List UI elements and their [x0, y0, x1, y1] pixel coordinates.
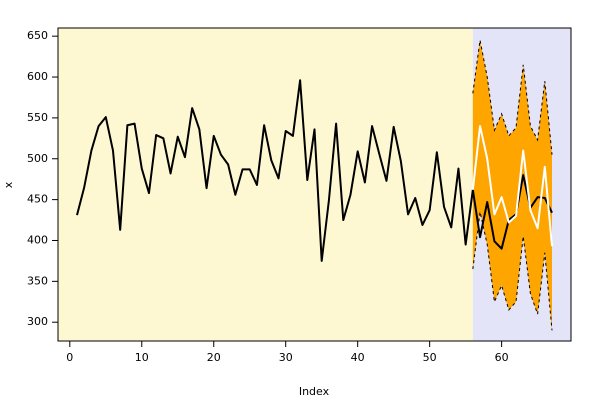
forecast-band — [472, 40, 552, 331]
y-tick-label: 400 — [27, 233, 48, 246]
x-tick-label: 20 — [207, 351, 221, 364]
x-tick-label: 0 — [66, 351, 73, 364]
x-tick-label: 60 — [495, 351, 509, 364]
y-tick-label: 650 — [27, 29, 48, 42]
y-tick-label: 350 — [27, 274, 48, 287]
history-background — [58, 28, 473, 341]
series-line — [76, 79, 553, 262]
x-tick-label: 10 — [135, 351, 149, 364]
y-tick-label: 500 — [27, 152, 48, 165]
x-axis-label: Index — [299, 385, 330, 398]
y-tick-label: 600 — [27, 70, 48, 83]
band-lower-line — [472, 211, 553, 331]
series-line — [471, 125, 553, 247]
x-tick-label: 30 — [279, 351, 293, 364]
y-tick-label: 450 — [27, 193, 48, 206]
x-tick-label: 50 — [423, 351, 437, 364]
y-tick-label: 300 — [27, 315, 48, 328]
y-axis-label: x — [2, 181, 15, 188]
band-upper-line — [472, 40, 553, 155]
x-tick-label: 40 — [351, 351, 365, 364]
y-tick-label: 550 — [27, 111, 48, 124]
